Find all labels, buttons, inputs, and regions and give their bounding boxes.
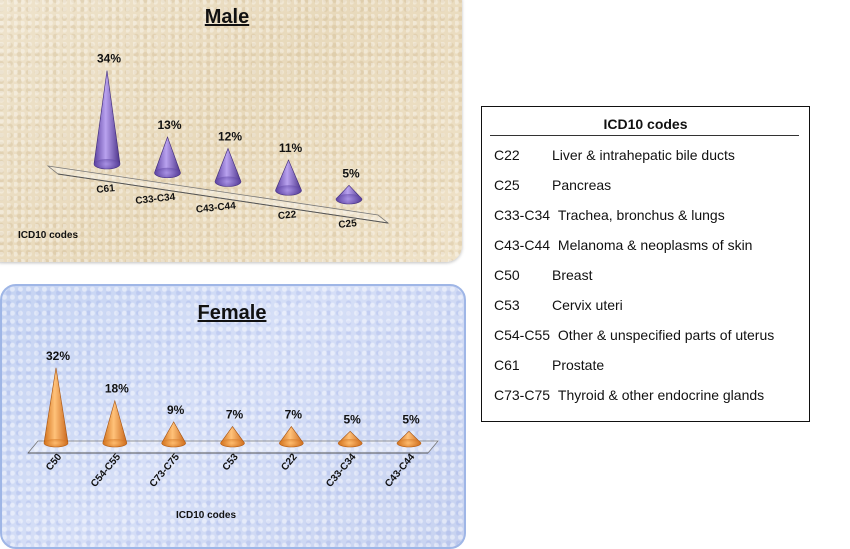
legend-code: C22	[494, 147, 520, 163]
legend-item: C22 Liver & intrahepatic bile ducts	[494, 147, 735, 163]
data-label-c22: 11%	[279, 141, 303, 155]
data-label-c53: 7%	[226, 408, 244, 422]
tick-label-c53: C53	[221, 452, 242, 473]
legend-description: Breast	[552, 267, 593, 283]
legend-code: C33-C34	[494, 207, 551, 223]
cone-base-c22	[279, 439, 304, 447]
legend-description: Liver & intrahepatic bile ducts	[552, 147, 735, 163]
tick-label-c33-c34: C33-C34	[135, 192, 176, 207]
female-chart-marks: 32% C50 18% C54-C55 9% C73-C75 7% C53 7% C22 5% C33…	[43, 349, 422, 490]
tick-label-c73-c75: C73-C75	[148, 452, 182, 490]
data-label-c50: 32%	[46, 349, 70, 363]
data-label-c61: 34%	[97, 52, 121, 66]
legend-item: C33-C34 Trachea, bronchus & lungs	[494, 207, 725, 223]
legend-item: C73-C75 Thyroid & other endocrine glands	[494, 387, 764, 403]
data-label-c43-c44: 5%	[402, 412, 420, 426]
legend-description: Cervix uteri	[552, 297, 623, 313]
male-x-axis-label: ICD10 codes	[18, 230, 78, 241]
legend-description: Melanoma & neoplasms of skin	[557, 237, 753, 253]
legend-code: C61	[494, 357, 520, 373]
cone-base-c33-c34	[154, 167, 181, 178]
cone-base-c61	[94, 159, 120, 169]
cone-base-c22	[275, 185, 302, 196]
cone-base-c54-c55	[102, 439, 127, 447]
legend-title: ICD10 codes	[603, 116, 688, 132]
legend-code: C53	[494, 297, 520, 313]
data-label-c33-c34: 13%	[157, 118, 181, 132]
male-chart-panel: Male 34% C61 13% C33-C34 12% C43-C44 11% C22 5% C…	[0, 0, 462, 262]
female-chart-title: Female	[198, 302, 267, 324]
legend-item: C54-C55 Other & unspecified parts of ute…	[494, 327, 774, 343]
data-label-c73-c75: 9%	[167, 403, 185, 417]
cone-base-c43-c44	[215, 176, 241, 187]
male-chart-marks: 34% C61 13% C33-C34 12% C43-C44 11% C22 5% C25	[93, 52, 363, 231]
legend-item: C43-C44 Melanoma & neoplasms of skin	[494, 237, 752, 253]
tick-label-c25: C25	[338, 218, 358, 231]
female-chart-panel: Female 32% C50 18% C54-C55 9% C73-C75 7% C53 7% C…	[0, 284, 466, 549]
tick-label-c43-c44: C43-C44	[195, 200, 236, 215]
cone-mark-c50	[43, 367, 69, 448]
tick-label-c50: C50	[44, 452, 65, 473]
tick-label-c22: C22	[279, 452, 300, 473]
cone-base-c43-c44	[397, 439, 421, 447]
male-chart: Male 34% C61 13% C33-C34 12% C43-C44 11% C22 5% C…	[18, 6, 390, 241]
tick-label-c33-c34: C33-C34	[324, 452, 358, 490]
cone-base-c33-c34	[338, 439, 363, 447]
tick-label-c43-c44: C43-C44	[383, 452, 417, 490]
cone-base-c25	[336, 194, 362, 204]
legend-item: C50 Breast	[494, 267, 592, 283]
cone-mark-c61	[93, 70, 121, 170]
legend-divider	[490, 135, 799, 136]
data-label-c33-c34: 5%	[343, 412, 361, 426]
legend-item: C61 Prostate	[494, 357, 604, 373]
legend-description: Prostate	[552, 357, 605, 373]
legend-code: C73-C75	[494, 387, 551, 403]
tick-label-c61: C61	[96, 183, 116, 196]
data-label-c22: 7%	[285, 408, 303, 422]
legend-description: Other & unspecified parts of uterus	[557, 327, 775, 343]
cone-base-c53	[220, 439, 245, 447]
legend-description: Trachea, bronchus & lungs	[557, 207, 725, 223]
legend-code: C50	[494, 267, 520, 283]
legend-item: C25 Pancreas	[494, 177, 611, 193]
legend-code: C43-C44	[494, 237, 551, 253]
icd10-legend: ICD10 codes C22 Liver & intrahepatic bil…	[481, 106, 810, 422]
cone-base-c50	[44, 439, 68, 447]
legend-description: Thyroid & other endocrine glands	[557, 387, 765, 403]
male-chart-floor	[46, 165, 390, 224]
legend-code: C54-C55	[494, 327, 551, 343]
tick-label-c54-c55: C54-C55	[89, 452, 123, 490]
data-label-c54-c55: 18%	[105, 382, 129, 396]
data-label-c25: 5%	[342, 166, 360, 180]
tick-label-c22: C22	[277, 209, 297, 222]
legend-code: C25	[494, 177, 520, 193]
female-x-axis-label: ICD10 codes	[176, 510, 236, 521]
legend-item: C53 Cervix uteri	[494, 297, 623, 313]
male-x-axis-line	[57, 173, 389, 224]
legend-description: Pancreas	[552, 177, 612, 193]
female-chart: Female 32% C50 18% C54-C55 9% C73-C75 7% C53 7% C…	[27, 302, 439, 521]
data-label-c43-c44: 12%	[218, 130, 242, 144]
cone-base-c73-c75	[161, 439, 186, 447]
male-chart-title: Male	[205, 6, 249, 28]
